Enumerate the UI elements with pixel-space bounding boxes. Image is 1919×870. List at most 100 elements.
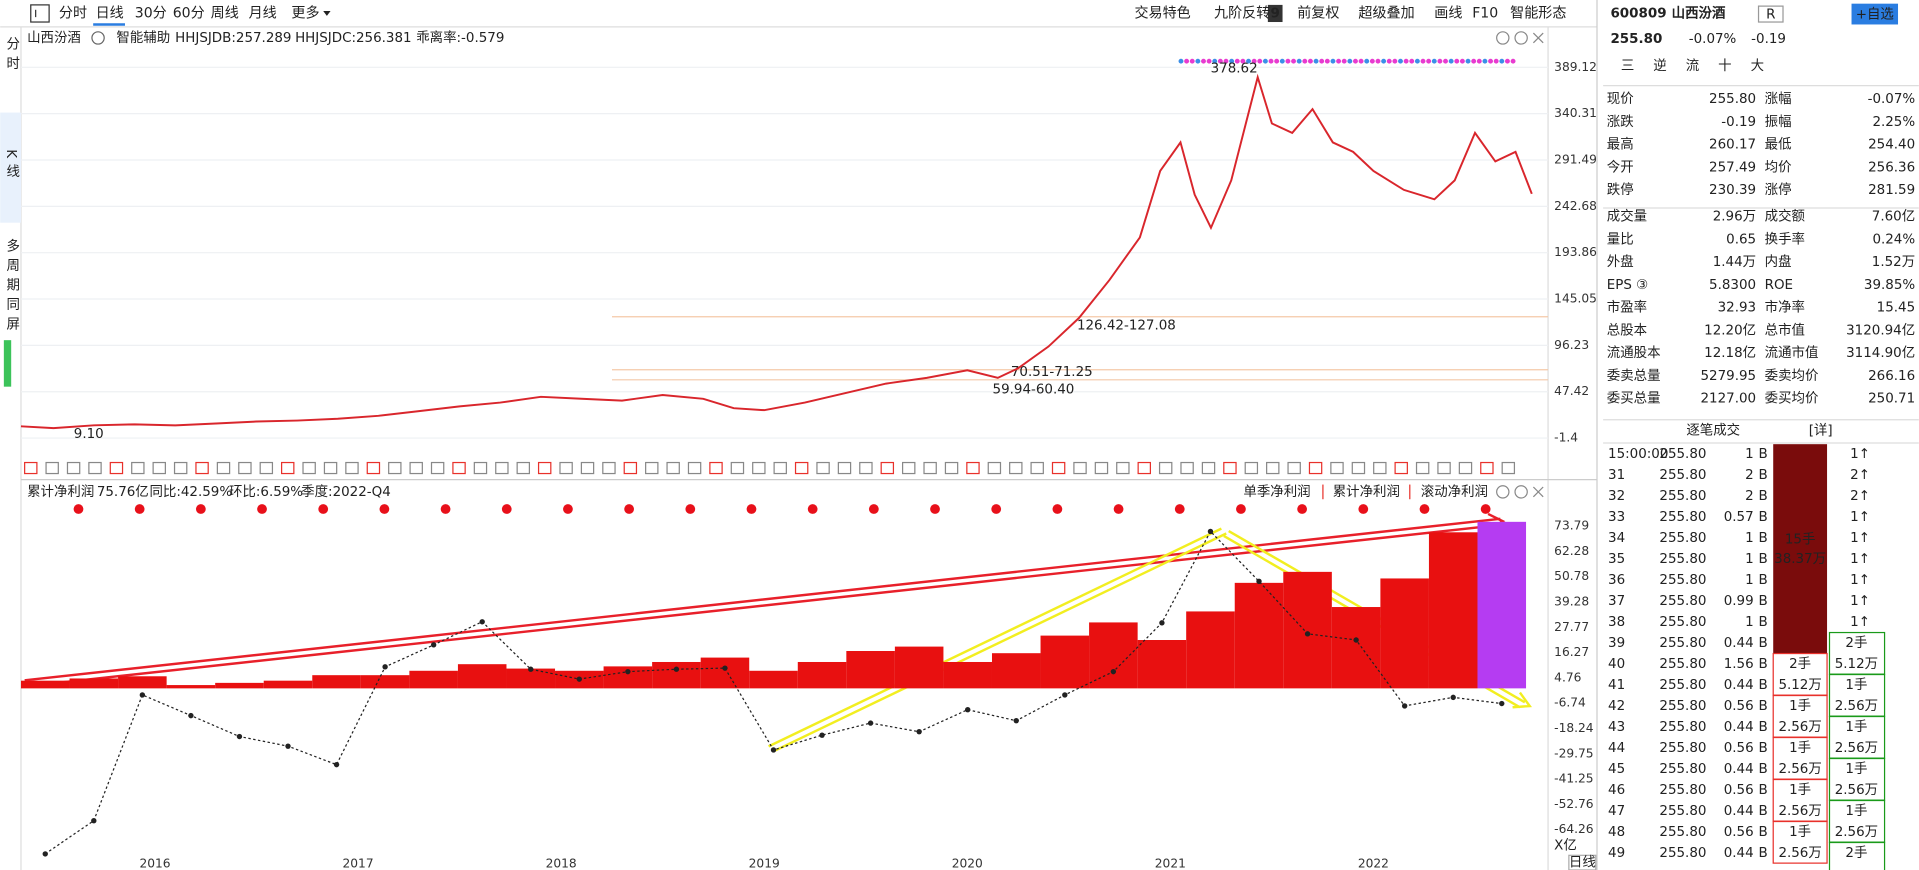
trade-time: 34 — [1608, 531, 1625, 546]
price-annotation: 378.62 — [1211, 62, 1258, 77]
quote-value: 2127.00 — [1701, 392, 1757, 407]
sell-order: 1手 — [1789, 824, 1811, 840]
event-icon — [1480, 461, 1494, 475]
signal-dot — [1324, 58, 1330, 64]
sell-order-box — [1772, 694, 1828, 738]
panel-tab[interactable]: 累计净利润 — [1333, 484, 1400, 500]
add-button[interactable]: +自选 — [1856, 7, 1894, 23]
event-icon — [730, 461, 745, 475]
panel-icons — [1496, 31, 1544, 499]
event-icon — [1501, 461, 1516, 475]
quote-value: 250.71 — [1868, 392, 1915, 407]
signal-dot — [1341, 58, 1347, 64]
y-tick-label: 193.86 — [1554, 245, 1597, 259]
event-pin — [73, 504, 84, 514]
quote-button[interactable]: 逆 — [1653, 58, 1666, 74]
event-pin — [257, 504, 267, 514]
quote-button[interactable]: 大 — [1751, 58, 1764, 74]
event-icon — [430, 461, 445, 475]
event-icon — [280, 461, 295, 475]
sell-order: 1手 — [1789, 698, 1811, 714]
event-pin — [685, 504, 696, 514]
trade-volume: 0.56 — [1724, 699, 1754, 714]
quote-label: 最高 — [1607, 136, 1634, 153]
bar — [652, 661, 701, 689]
event-icon — [752, 461, 766, 475]
event-icon — [516, 461, 531, 475]
stock-name: 山西汾酒 — [27, 30, 81, 46]
event-pin — [1052, 504, 1063, 514]
quote-value: 0.65 — [1726, 232, 1756, 247]
toolbar-tab[interactable]: 周线 — [211, 5, 239, 21]
toolbar-tool[interactable]: 智能形态 — [1510, 5, 1566, 21]
event-icon — [537, 461, 552, 475]
toolbar-tab[interactable]: 月线 — [249, 5, 277, 21]
icon[interactable] — [1532, 32, 1544, 44]
trade-price: 255.80 — [1659, 741, 1706, 756]
quote-button[interactable]: 流 — [1686, 58, 1699, 74]
signal-dot — [1217, 58, 1223, 64]
price-annotation: 9.10 — [74, 427, 104, 442]
y-tick-label: -64.26 — [1554, 822, 1593, 836]
trade-side: B — [1759, 846, 1768, 861]
sidebar-tab[interactable]: K线 — [3, 149, 20, 184]
sell-order: 2.56万 — [1778, 720, 1821, 735]
bar — [312, 675, 361, 689]
toolbar-tool[interactable]: F10 — [1472, 5, 1498, 21]
footer-tab[interactable]: 日线 — [1569, 855, 1596, 870]
buy-order: 2手 — [1845, 635, 1867, 651]
toolbar-tab[interactable]: 30分 — [135, 5, 167, 21]
event-icon — [1351, 461, 1366, 475]
quote-value: 12.18亿 — [1704, 345, 1756, 361]
icon[interactable] — [1496, 485, 1510, 499]
signal-dot — [1319, 58, 1325, 64]
add-button-bg[interactable] — [1851, 3, 1899, 25]
y-tick-label: 242.68 — [1554, 199, 1597, 213]
quote-value: 3114.90亿 — [1846, 345, 1915, 361]
growth-point — [916, 728, 922, 735]
event-icon — [1437, 461, 1451, 475]
toolbar-tool[interactable]: 前复权 — [1297, 4, 1339, 21]
menu-icon[interactable] — [30, 4, 50, 23]
sidebar-tab[interactable]: 分时 — [3, 37, 20, 76]
growth-point — [42, 851, 48, 857]
footer-tab-box[interactable] — [1568, 854, 1597, 870]
quote-label: EPS ③ — [1607, 278, 1648, 293]
icon[interactable] — [1532, 486, 1544, 498]
trade-side: B — [1759, 531, 1768, 546]
icon[interactable] — [1514, 485, 1528, 499]
signal-dot — [1313, 58, 1319, 64]
trade-time: 39 — [1608, 636, 1625, 651]
growth-point — [819, 732, 825, 738]
up-count: 1↑ — [1850, 573, 1870, 588]
icon[interactable] — [1496, 31, 1510, 45]
toolbar-tool[interactable]: 交易特色 — [1134, 4, 1190, 21]
trades-detail[interactable]: [详] — [1809, 423, 1833, 439]
assist-toggle[interactable] — [91, 31, 105, 45]
signal-dot — [1465, 58, 1471, 64]
signal-dot — [1392, 58, 1398, 64]
quote-button[interactable]: 十 — [1718, 58, 1731, 74]
toolbar-tab[interactable]: 分时 — [59, 5, 87, 21]
sidebar-tab[interactable]: 多周期同屏 — [3, 237, 20, 336]
panel-tab[interactable]: 单季净利润 — [1243, 484, 1310, 500]
icon[interactable] — [1514, 31, 1528, 45]
quote-value: 0.24% — [1872, 232, 1915, 247]
quote-label: 现价 — [1607, 92, 1634, 107]
toolbar-tab[interactable]: 60分 — [173, 5, 205, 21]
toolbar-tab[interactable]: 更多 — [291, 4, 319, 21]
event-icon — [1201, 461, 1216, 475]
growth-point — [1499, 700, 1505, 707]
toolbar-tab[interactable]: 日线 — [96, 5, 124, 21]
indicator: 乖离率:-0.579 — [416, 29, 504, 46]
trade-price: 255.80 — [1659, 783, 1706, 798]
toolbar-tool[interactable]: 超级叠加 — [1358, 5, 1414, 21]
panel-tab[interactable]: 滚动净利润 — [1421, 483, 1488, 500]
signal-dot — [1291, 58, 1296, 64]
toolbar-tool[interactable]: 画线 — [1434, 5, 1462, 21]
signal-dot — [1409, 58, 1415, 64]
event-icon — [1180, 461, 1194, 475]
toolbar-tool[interactable]: 九阶反转 — [1214, 5, 1270, 21]
growth-point — [382, 664, 388, 670]
quote-button[interactable]: 三 — [1621, 59, 1634, 74]
